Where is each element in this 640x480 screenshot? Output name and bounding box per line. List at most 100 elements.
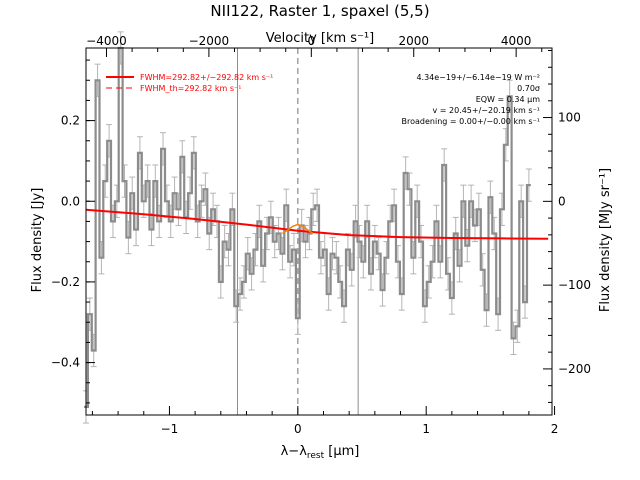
spectrum-point [227,248,230,251]
spectrum-point [401,293,403,295]
spectrum-point [470,200,472,203]
spectrum-point [231,208,234,211]
annotation-broadening: Broadening = 0.00+/−0.00 km s⁻¹ [402,117,540,126]
spectrum-point [478,208,480,211]
spectrum-point [497,313,499,315]
legend-entry-fwhm-th: FWHM_th=292.82 km s⁻¹ [140,84,241,93]
spectrum-point [304,240,307,243]
spectrum-point [139,152,141,154]
spectrum-point [377,252,380,255]
spectrum-point [451,297,453,299]
spectrum-point [466,244,469,247]
spectrum-point [335,256,338,259]
spectrum-point [528,184,530,186]
right-axis-label: Flux density [MJy sr⁻¹] [598,168,613,312]
top-tick-label: 4000 [501,34,532,48]
spectrum-point [424,305,426,307]
spectrum-point [166,200,168,203]
spectrum-point [481,269,484,271]
spectrum-point [370,273,372,275]
plot-frame [85,47,553,416]
spectrum-point [462,200,465,203]
x-axis-label: λ−λrest [μm] [281,444,360,461]
top-tick-label: −4000 [86,34,127,48]
spectrum-point [181,156,184,158]
annotation-flux: 4.34e−19+/−6.14e−19 W m⁻² [416,73,540,82]
spectrum-point [447,273,449,275]
top-tick-label: 2000 [398,34,429,48]
spectrum-point [454,232,457,235]
spectrum-point [112,220,114,223]
y-tick-label: −0.2 [51,275,80,289]
spectrum-point [285,204,288,207]
spectrum-point [131,192,134,194]
spectrum-point [343,305,345,307]
spectrum-point [312,208,315,211]
spectrum-point [127,236,130,239]
spectrum-point [162,148,164,150]
spectrum-point [435,220,438,223]
spectrum-point [508,95,511,98]
top-tick-label: 0 [307,34,315,48]
spectrum-point [193,152,195,154]
spectrum-point [416,200,419,203]
line-fit-curve [282,223,314,235]
y-axis-label: Flux density [Jy] [30,188,45,293]
spectrum-point [366,220,368,223]
spectrum-point [389,220,392,223]
top-axis-label: Velocity [km s⁻¹] [266,31,374,46]
spectrum-point [504,143,507,146]
y-tick-label: 0.2 [61,114,80,128]
series-lines [84,46,549,408]
spectrum-point [204,188,207,190]
spectrum-point [254,248,257,251]
spectrum-point [262,264,264,267]
spectrum-point [208,232,211,235]
spectrum-point [408,188,411,190]
spectrum-point [200,200,203,203]
annotation-velocity: v = 20.45+/−20.19 km s⁻¹ [432,106,540,115]
spectrum-point [108,139,110,142]
y-tick-label: −0.4 [51,356,80,370]
spectrum-point [293,248,295,251]
spectrum-point [297,317,299,320]
x-axis-label-unit: [μm] [324,444,359,459]
spectrum-point [347,248,349,251]
spectrum-point [142,200,145,203]
spectrum-point [516,325,519,328]
spectrum-point [489,196,492,199]
spectrum-point [123,180,126,182]
spectrum-point [501,208,503,211]
spectrum-point [385,256,388,259]
spectrum-point [512,337,515,340]
spectrum-point [258,220,261,223]
spectrum-point [354,220,357,223]
annotation-sigma: 0.70σ [517,84,540,93]
spectrum-point [243,281,245,283]
spectrum-point [246,252,249,255]
spectrum-point [308,232,311,235]
spectrum-point [520,200,522,203]
spectrum-point [393,204,395,207]
x-axis-label-subscript: rest [307,451,325,461]
x-tick-label: 1 [422,422,430,436]
spectrum-point [339,281,341,283]
spectrum-point [235,305,237,307]
x-tick-label: 2 [551,422,559,436]
spectrum-point [493,232,496,235]
spectrum-point [212,208,214,211]
annotation-eqw: EQW = 0.34 μm [476,95,540,104]
spectrum-point [431,260,434,263]
right-tick-label: 0 [558,194,566,208]
spectrum-point [485,309,488,311]
spectrum-point [273,240,276,243]
spectrum-point [100,256,103,259]
spectrum-point [427,281,430,283]
spectrum-point [135,228,137,231]
spectrum-point [524,301,526,303]
spectrum-point [420,240,422,243]
spectrum-point [404,172,407,174]
right-tick-label: −100 [558,278,591,292]
spectrum-point [381,289,384,291]
